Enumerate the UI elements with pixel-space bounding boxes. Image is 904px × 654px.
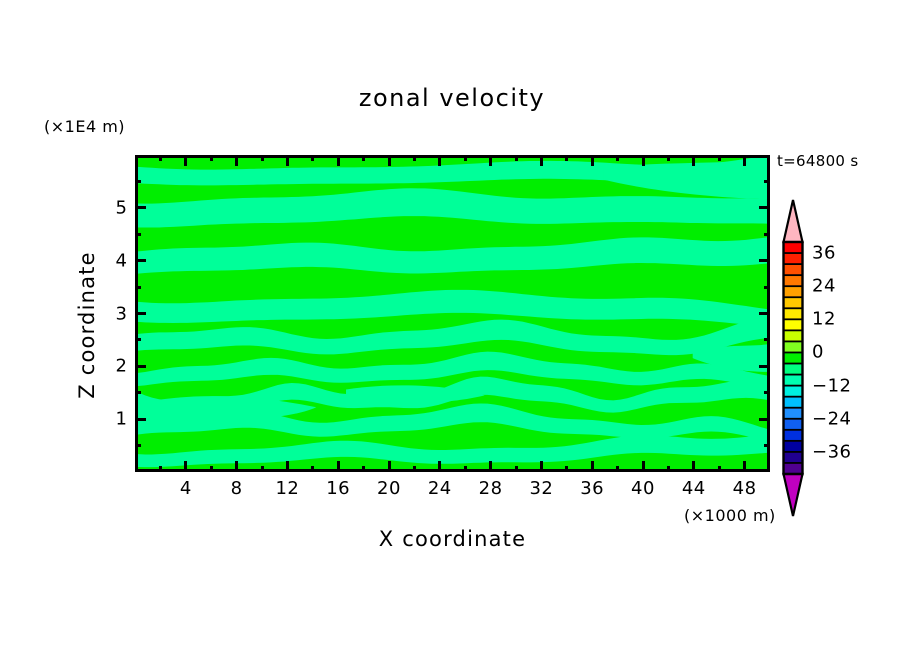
colorbar-segment	[782, 462, 804, 476]
y-tick-label: 3	[115, 303, 127, 324]
colorbar-under-arrow	[782, 472, 804, 517]
contour-band	[138, 316, 767, 356]
y-tick-label: 5	[115, 197, 127, 219]
x-tick-label: 48	[732, 478, 757, 499]
contour-field	[138, 158, 767, 469]
colorbar-segment	[782, 406, 804, 421]
colorbar-segment	[782, 318, 804, 332]
x-tick-label: 44	[681, 478, 706, 499]
x-tick-label: 20	[377, 478, 401, 499]
colorbar-swatches	[782, 199, 804, 517]
contour-band	[138, 289, 767, 327]
contour-blob	[346, 385, 485, 404]
x-tick-label: 24	[427, 478, 452, 499]
colorbar-segment	[782, 263, 804, 277]
colorbar-tick-label: −24	[812, 408, 852, 430]
time-annotation: t=64800 s	[777, 152, 859, 170]
contour-blob	[138, 396, 317, 421]
contour-band	[138, 237, 767, 274]
x-axis-title: X coordinate	[378, 527, 527, 551]
colorbar-segment	[782, 373, 804, 387]
contour-band	[138, 434, 767, 468]
x-tick-label: 32	[529, 478, 554, 499]
colorbar-segment	[782, 296, 804, 310]
contour-blob	[603, 159, 767, 200]
colorbar-segment	[782, 417, 804, 432]
colorbar-segment	[782, 384, 804, 398]
x-tick-label: 36	[580, 478, 605, 499]
y-tick-label: 4	[115, 250, 127, 272]
colorbar-tick-label: 0	[812, 341, 824, 363]
y-axis-title: Z coordinate	[75, 251, 99, 399]
page-title: zonal velocity	[358, 84, 546, 112]
colorbar-segment	[782, 351, 804, 365]
contour-band	[138, 351, 767, 388]
x-tick-label: 4	[179, 478, 192, 499]
colorbar-segment	[782, 252, 804, 266]
contour-band	[138, 188, 767, 228]
x-tick-label: 28	[478, 478, 503, 499]
colorbar-tick-label: 12	[812, 308, 836, 330]
contour-plot-area	[135, 155, 770, 472]
colorbar-segment	[782, 285, 804, 299]
x-axis-unit-label: (×1000 m)	[684, 506, 776, 525]
contour-band	[138, 403, 767, 441]
x-tick-label: 12	[275, 478, 300, 499]
y-tick-label: 2	[115, 355, 127, 377]
colorbar-segment	[782, 307, 804, 321]
colorbar-segment	[782, 439, 804, 454]
colorbar-segment	[782, 395, 804, 410]
colorbar-tick-label: −36	[812, 441, 852, 463]
colorbar-over-arrow	[782, 199, 804, 244]
colorbar-tick-label: 36	[812, 242, 836, 264]
colorbar-segment	[782, 274, 804, 288]
x-tick-label: 40	[631, 478, 655, 499]
colorbar-segment	[782, 329, 804, 343]
colorbar-segment	[782, 241, 804, 255]
colorbar-segment	[782, 340, 804, 354]
x-tick-label: 16	[326, 478, 351, 499]
colorbar-tick-label: −12	[812, 375, 852, 397]
colorbar-frame	[782, 240, 804, 476]
y-tick-label: 1	[115, 408, 127, 430]
colorbar-segment	[782, 428, 804, 443]
colorbar-segment	[782, 362, 804, 376]
y-axis-unit-label: (×1E4 m)	[44, 117, 126, 136]
colorbar-segment	[782, 451, 804, 465]
contour-blob	[692, 344, 767, 372]
x-tick-label: 8	[230, 478, 243, 499]
colorbar	[781, 198, 805, 518]
colorbar-tick-label: 24	[812, 275, 836, 297]
